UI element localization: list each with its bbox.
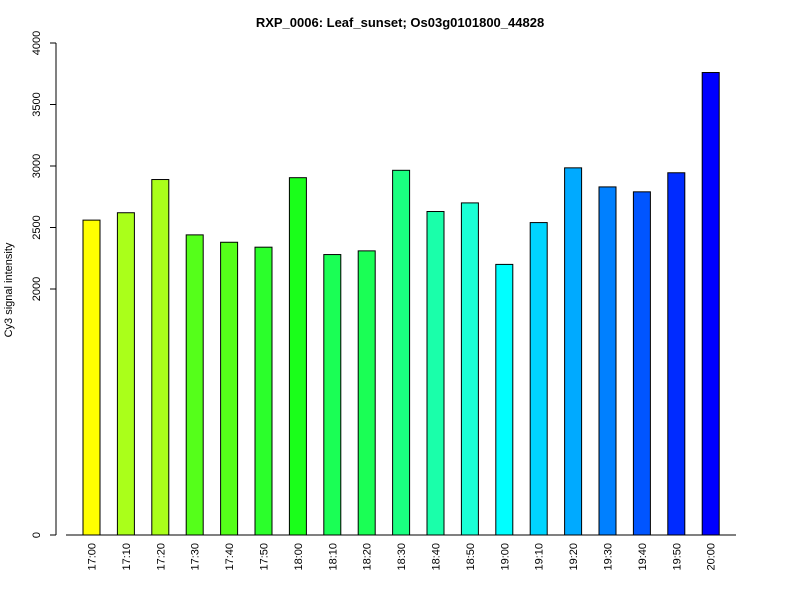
bar (288, 177, 307, 536)
bar (701, 72, 720, 536)
x-tick-label: 19:50 (671, 543, 683, 571)
bar (82, 219, 101, 536)
y-axis-label: Cy3 signal intensity (3, 242, 15, 337)
x-tick-label: 19:30 (603, 543, 615, 571)
x-tick-label: 19:20 (568, 543, 580, 571)
x-tick-label: 20:00 (706, 543, 718, 571)
bar (151, 179, 170, 536)
y-tick-label: 0 (31, 532, 43, 538)
x-tick-label: 18:20 (362, 543, 374, 571)
y-tick-label: 2000 (31, 277, 43, 301)
bar (185, 234, 204, 536)
y-tick-label: 3500 (31, 92, 43, 116)
x-tick-label: 18:40 (431, 543, 443, 571)
chart-title: RXP_0006: Leaf_sunset; Os03g0101800_4482… (256, 15, 544, 30)
bar (426, 211, 445, 536)
y-tick-label: 3000 (31, 154, 43, 178)
x-tick-label: 19:10 (534, 543, 546, 571)
y-tick-label: 4000 (31, 31, 43, 55)
bar (254, 246, 273, 536)
bar (564, 167, 583, 536)
x-tick-label: 19:00 (499, 543, 511, 571)
bar (667, 172, 686, 536)
bar (529, 222, 548, 536)
bar (598, 186, 617, 536)
bar-series (82, 72, 720, 536)
x-tick-label: 17:30 (190, 543, 202, 571)
x-tick-label: 18:00 (293, 543, 305, 571)
x-tick-label: 18:10 (327, 543, 339, 571)
bar (632, 191, 651, 536)
bar (116, 212, 135, 536)
bar (357, 250, 376, 536)
bar (460, 202, 479, 536)
x-tick-labels: 17:00 17:10 17:20 17:30 17:40 17:50 18:00 18:10… (87, 543, 718, 571)
bar (220, 241, 239, 536)
x-tick-label: 17:50 (259, 543, 271, 571)
x-tick-label: 17:20 (155, 543, 167, 571)
bar (323, 254, 342, 536)
x-tick-label: 17:00 (87, 543, 99, 571)
y-tick-label: 2500 (31, 215, 43, 239)
x-tick-label: 19:40 (637, 543, 649, 571)
x-tick-label: 18:50 (465, 543, 477, 571)
y-axis: 0 2000 2500 3000 3500 4000 (31, 31, 57, 538)
x-tick-label: 18:30 (396, 543, 408, 571)
x-tick-label: 17:40 (224, 543, 236, 571)
bar (495, 263, 514, 536)
bar (392, 169, 411, 536)
x-tick-label: 17:10 (121, 543, 133, 571)
